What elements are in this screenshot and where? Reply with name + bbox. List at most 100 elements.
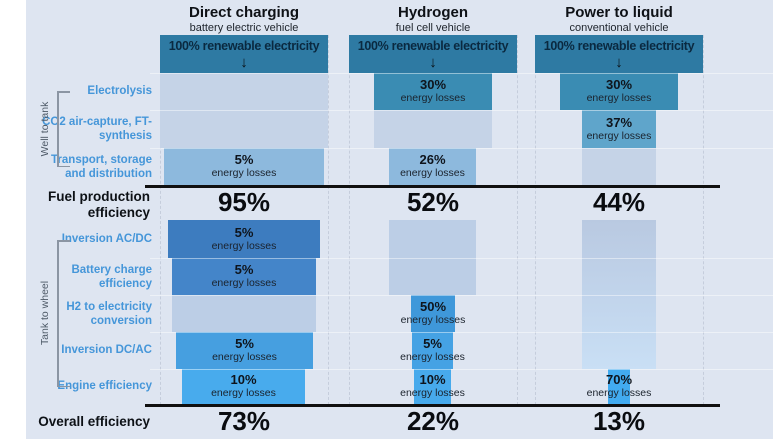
loss-percent: 10%: [230, 372, 257, 388]
loss-caption: energy losses: [211, 167, 277, 180]
loss-caption: energy losses: [400, 92, 466, 105]
loss-percent: 70%: [605, 372, 633, 388]
bev-transport-loss-bar: 5% energy losses: [164, 148, 324, 185]
hydrogen-transport-loss-bar: 26% energy losses: [389, 148, 476, 185]
loss-percent: 50%: [419, 299, 447, 315]
loss-caption: energy losses: [211, 239, 277, 252]
down-arrow-icon: ↓: [240, 53, 248, 71]
input-label: 100% renewable electricity: [357, 38, 509, 53]
ptl-skip-block-tank-to-wheel: [582, 220, 656, 369]
loss-percent: 37%: [605, 114, 633, 130]
column-gridline: [703, 35, 704, 405]
row-separator: [150, 148, 773, 149]
column-gridline: [328, 35, 329, 405]
column-subtitle: battery electric vehicle: [189, 21, 299, 34]
stage-label-battery-charge: Battery charge efficiency: [71, 264, 152, 290]
column-title: Power to liquid: [565, 4, 673, 21]
column-title: Direct charging: [188, 4, 300, 21]
hydrogen-h2-conversion-loss-bar: 50% energy losses: [401, 295, 465, 332]
ptl-skip-block-transport: [582, 148, 656, 185]
hydrogen-fuel-production-efficiency-value: 52%: [406, 187, 460, 217]
loss-caption: energy losses: [211, 277, 277, 290]
loss-percent: 5%: [234, 262, 254, 278]
ptl-input-bar: 100% renewable electricity ↓: [535, 35, 703, 73]
row-separator: [150, 369, 773, 370]
ptl-co2-capture-loss-bar: 37% energy losses: [582, 110, 656, 148]
well-to-tank-bracket-tick: [57, 91, 70, 93]
hydrogen-overall-efficiency-value: 22%: [406, 406, 460, 436]
column-title-power-to-liquid: Power to liquid conventional vehicle: [509, 4, 729, 35]
ptl-fuel-production-efficiency-value: 44%: [592, 187, 646, 217]
overall-efficiency-rule: [145, 404, 720, 407]
loss-percent: 30%: [605, 77, 633, 93]
tank-to-wheel-bracket-tick: [57, 385, 70, 387]
row-separator: [150, 73, 773, 74]
row-separator: [150, 295, 773, 296]
stage-label-co2-capture: CO2 air-capture, FT-synthesis: [42, 116, 152, 142]
loss-percent: 5%: [234, 224, 254, 240]
row-separator: [150, 332, 773, 333]
stage-label-transport: Transport, storage and distribution: [51, 154, 152, 180]
column-title-hydrogen: Hydrogen fuel cell vehicle: [323, 4, 543, 35]
loss-percent: 5%: [235, 336, 254, 352]
loss-percent: 26%: [419, 152, 446, 168]
row-separator: [150, 258, 773, 259]
overall-efficiency-label: Overall efficiency: [38, 414, 150, 429]
bev-inversion-dcac-loss-bar: 5% energy losses: [176, 332, 313, 369]
column-gridline: [349, 35, 350, 405]
well-to-tank-bracket: [57, 91, 59, 167]
loss-caption: energy losses: [400, 351, 465, 364]
fuel-production-efficiency-label: Fuel production efficiency: [48, 189, 150, 220]
loss-caption: energy losses: [212, 351, 277, 364]
column-gridline: [517, 35, 518, 405]
loss-percent: 10%: [419, 372, 446, 388]
ptl-electrolysis-loss-bar: 30% energy losses: [560, 73, 678, 110]
loss-caption: energy losses: [400, 167, 465, 180]
input-label: 100% renewable electricity: [543, 38, 695, 53]
column-gridline: [160, 35, 161, 405]
loss-percent: 30%: [419, 77, 447, 93]
loss-caption: energy losses: [586, 387, 652, 400]
loss-caption: energy losses: [586, 129, 652, 142]
column-gridline: [535, 35, 536, 405]
right-margin: [773, 0, 780, 439]
bev-engine-loss-bar: 10% energy losses: [182, 369, 305, 404]
hydrogen-engine-loss-bar: 10% energy losses: [400, 369, 465, 404]
bev-overall-efficiency-value: 73%: [217, 406, 271, 436]
bev-battery-charge-loss-bar: 5% energy losses: [172, 258, 316, 295]
input-label: 100% renewable electricity: [168, 38, 320, 53]
bev-skip-block-well-to-tank: [160, 73, 328, 148]
fuel-production-rule: [145, 185, 720, 188]
stage-label-h2-conversion: H2 to electricity conversion: [66, 301, 152, 327]
hydrogen-electrolysis-loss-bar: 30% energy losses: [374, 73, 492, 110]
well-to-tank-section-label: Well to tank: [39, 101, 51, 157]
stage-label-inversion-acdc: Inversion AC/DC: [61, 233, 152, 245]
stage-label-electrolysis: Electrolysis: [87, 85, 152, 97]
column-title-direct-charging: Direct charging battery electric vehicle: [134, 4, 354, 35]
bev-fuel-production-efficiency-value: 95%: [217, 187, 271, 217]
hydrogen-inversion-dcac-loss-bar: 5% energy losses: [400, 332, 465, 369]
tank-to-wheel-bracket-tick: [57, 240, 70, 242]
column-subtitle: conventional vehicle: [569, 21, 669, 34]
loss-caption: energy losses: [400, 387, 465, 400]
tank-to-wheel-section-label: Tank to wheel: [39, 280, 51, 346]
bev-input-bar: 100% renewable electricity ↓: [160, 35, 328, 73]
loss-percent: 5%: [234, 152, 254, 168]
tank-to-wheel-bracket: [57, 240, 59, 387]
loss-caption: energy losses: [211, 387, 276, 400]
stage-label-engine: Engine efficiency: [57, 380, 152, 392]
stage-label-inversion-dcac: Inversion DC/AC: [61, 344, 152, 356]
down-arrow-icon: ↓: [429, 53, 437, 71]
hydrogen-input-bar: 100% renewable electricity ↓: [349, 35, 517, 73]
loss-caption: energy losses: [400, 314, 466, 327]
column-title: Hydrogen: [397, 4, 468, 21]
loss-percent: 5%: [423, 336, 442, 352]
hydrogen-skip-block-co2: [374, 110, 492, 148]
hydrogen-skip-block-inversion-battery: [389, 220, 476, 295]
ptl-overall-efficiency-value: 13%: [592, 406, 646, 436]
bev-inversion-acdc-loss-bar: 5% energy losses: [168, 220, 320, 258]
loss-caption: energy losses: [586, 92, 652, 105]
left-margin: [0, 0, 26, 439]
ptl-engine-loss-bar: 70% energy losses: [587, 369, 651, 404]
